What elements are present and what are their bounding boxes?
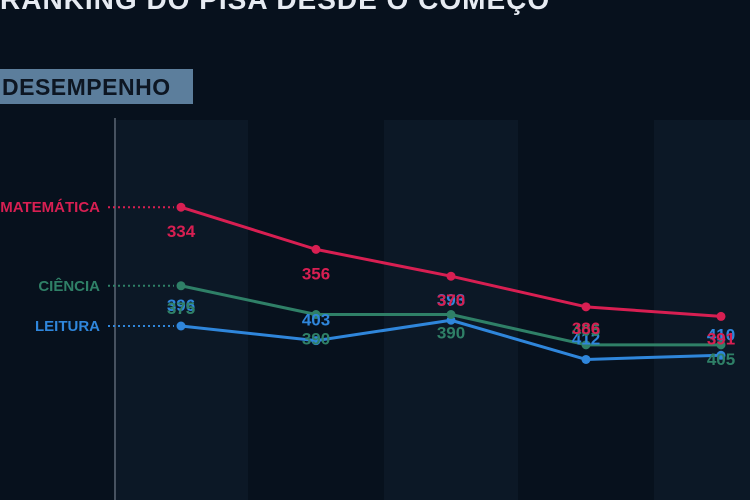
data-label: 412	[572, 329, 600, 348]
series-label: LEITURA	[35, 318, 100, 335]
data-point	[581, 354, 591, 364]
series-label: CIÊNCIA	[38, 277, 100, 295]
data-label: 405	[707, 350, 735, 369]
legend-leader-lines	[108, 206, 174, 327]
data-point	[446, 271, 456, 281]
series-label: MATEMÁTICA	[0, 199, 100, 216]
data-labels: 396 403 393 412 410 375 390 390 405 405 334 356 370 3…	[167, 222, 735, 369]
data-label: 386	[572, 319, 600, 338]
data-point	[716, 350, 726, 360]
data-point	[176, 281, 186, 291]
column-bands	[114, 120, 750, 500]
data-label: 370	[437, 291, 465, 310]
data-label: 393	[437, 290, 465, 309]
data-point	[176, 321, 186, 331]
data-label: 356	[302, 264, 330, 283]
page-title: RANKING DO PISA DESDE O COMEÇO	[0, 0, 550, 16]
data-label: 334	[167, 222, 196, 241]
data-label: 390	[302, 330, 330, 349]
data-point	[176, 202, 186, 212]
data-label: 405	[572, 321, 600, 340]
section-header-label: DESEMPENHO	[2, 74, 171, 100]
data-point	[716, 311, 726, 321]
data-point	[716, 340, 726, 350]
data-label: 375	[167, 299, 195, 318]
column-band	[384, 120, 518, 500]
data-point	[581, 340, 591, 350]
data-label: 391	[707, 329, 735, 348]
data-points	[176, 202, 726, 364]
data-point	[311, 336, 321, 346]
data-point	[446, 310, 456, 320]
data-label: 396	[167, 296, 195, 315]
data-label: 390	[437, 324, 465, 343]
data-point	[311, 310, 321, 320]
series-labels: LEITURA CIÊNCIA MATEMÁTICA	[0, 199, 100, 335]
data-point	[311, 244, 321, 254]
data-label: 410	[707, 325, 735, 344]
data-point	[581, 302, 591, 312]
column-band	[114, 120, 248, 500]
column-band	[654, 120, 750, 500]
data-label: 403	[302, 311, 330, 330]
section-header-box	[0, 69, 193, 104]
